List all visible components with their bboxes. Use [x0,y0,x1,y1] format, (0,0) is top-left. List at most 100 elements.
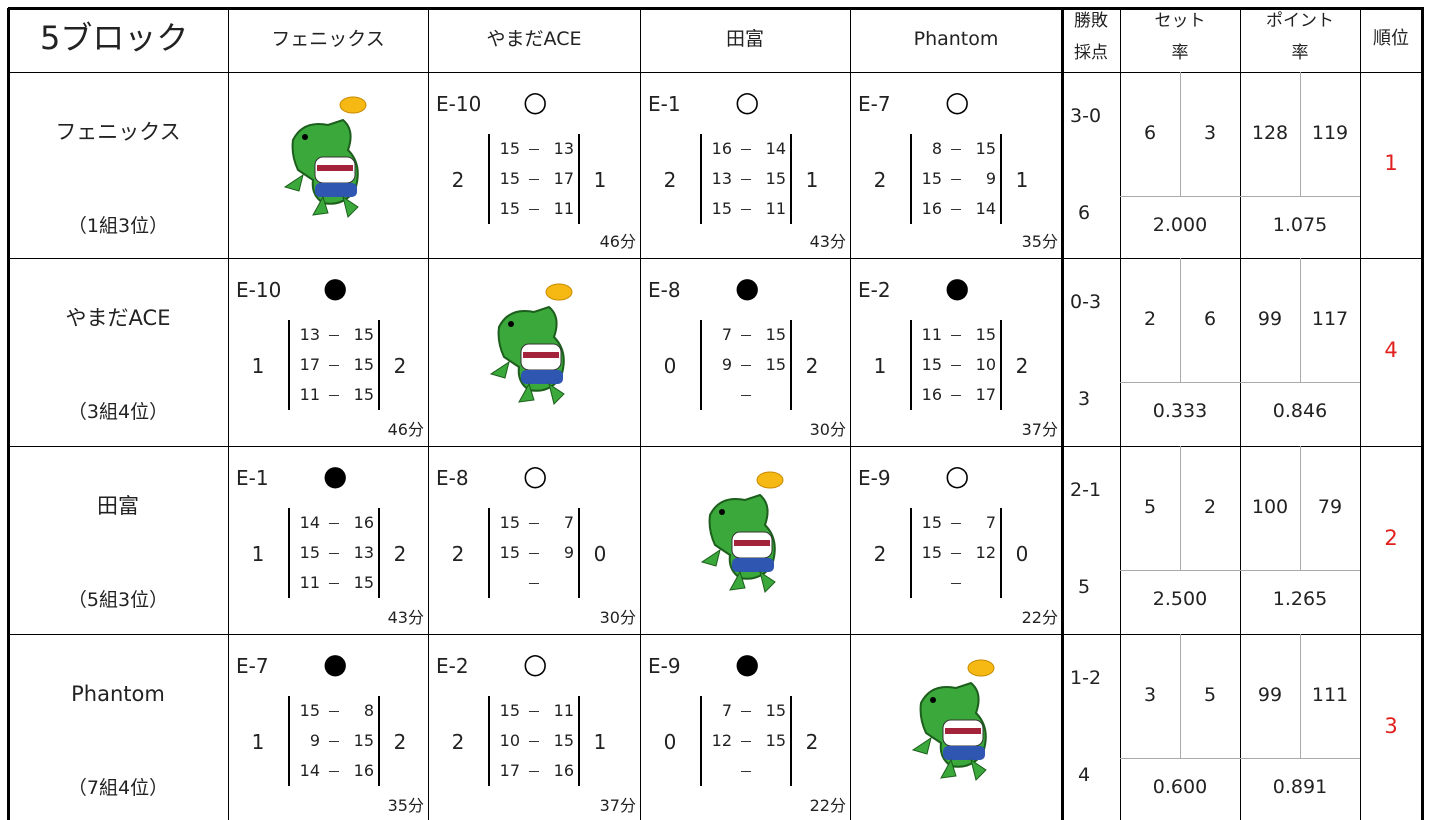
set-dash [529,179,539,180]
set-dash [951,179,961,180]
rank-header: 順位 [1373,28,1409,49]
set-dash [329,335,339,336]
set-score: 10 [975,355,996,374]
stat-rate: 1.075 [1272,214,1328,236]
rule [378,696,380,786]
rule [700,134,702,224]
mascot [700,470,800,600]
rule [288,696,290,786]
match-mark: ○ [945,85,970,118]
points: 5 [1077,576,1091,598]
match-code: E-2 [858,278,891,302]
set-dash [529,149,539,150]
rule [1120,758,1240,759]
set-score: 16 [553,761,574,780]
set-score: 7 [721,701,732,720]
column-header: Phantom [913,28,999,50]
stat-rate: 0.891 [1272,776,1328,798]
set-dash [329,741,339,742]
match-time: 22分 [809,796,846,815]
rule [8,72,1424,73]
stat-value: 2 [1203,496,1217,518]
rule [228,8,229,820]
match-time: 43分 [809,232,846,251]
rule [1120,8,1121,820]
rule [578,134,580,224]
rule [1120,196,1240,197]
set-dash [329,771,339,772]
set-score: 11 [299,385,320,404]
set-dash [951,523,961,524]
rule [488,508,490,598]
set-dash [951,209,961,210]
set-score: 14 [975,199,996,218]
rule [1000,508,1002,598]
set-dash [951,335,961,336]
games-left: 2 [663,168,677,192]
games-left: 0 [663,354,677,378]
set-dash [951,149,961,150]
stat-header: 採点 [1074,43,1108,63]
set-score: 15 [553,731,574,750]
team-name: やまだACE [65,306,171,330]
record: 0-3 [1070,291,1102,313]
set-dash [741,209,751,210]
team-group: （1組3位） [67,215,169,237]
stat-header: 勝敗 [1074,11,1108,31]
rank: 4 [1384,338,1398,362]
rule [1240,196,1360,197]
column-header: フェニックス [271,28,385,50]
games-left: 1 [251,354,265,378]
set-score: 11 [921,325,942,344]
games-left: 2 [873,542,887,566]
set-score: 13 [353,543,374,562]
points: 4 [1077,764,1091,786]
match-mark: ● [735,647,760,680]
rule [1180,634,1181,758]
set-dash [951,365,961,366]
match-time: 30分 [809,420,846,439]
set-score: 15 [353,573,374,592]
games-right: 1 [805,168,819,192]
set-score: 12 [711,731,732,750]
team-name: フェニックス [55,120,181,144]
stat-value: 3 [1203,122,1217,144]
rule [7,8,10,820]
set-dash [951,395,961,396]
set-score: 16 [353,761,374,780]
match-mark: ○ [523,647,548,680]
match-time: 37分 [1021,420,1058,439]
games-left: 1 [251,542,265,566]
set-score: 15 [921,169,942,188]
set-dash [741,711,751,712]
rule [1000,134,1002,224]
stat-rate: 0.846 [1272,400,1328,422]
games-right: 0 [593,542,607,566]
stat-value: 100 [1251,496,1289,518]
rule [1300,634,1301,758]
set-score: 13 [711,169,732,188]
match-mark: ○ [523,459,548,492]
mascot-image [700,471,784,593]
rule [1180,72,1181,196]
match-code: E-2 [436,654,469,678]
rule [428,8,429,820]
rule [1180,446,1181,570]
mascot-image [489,283,573,405]
rule [378,508,380,598]
set-dash [329,711,339,712]
rank: 3 [1384,714,1398,738]
set-score: 15 [765,169,786,188]
stat-rate: 0.600 [1152,776,1208,798]
column-header: 田富 [725,28,764,50]
match-code: E-1 [236,466,269,490]
rule [1000,320,1002,410]
stat-header: ポイント [1266,11,1334,31]
record: 1-2 [1070,667,1102,689]
rule [700,320,702,410]
set-score: 15 [765,701,786,720]
stat-rate: 0.333 [1152,400,1208,422]
set-score: 15 [353,731,374,750]
set-score: 11 [553,199,574,218]
set-score: 9 [721,355,732,374]
